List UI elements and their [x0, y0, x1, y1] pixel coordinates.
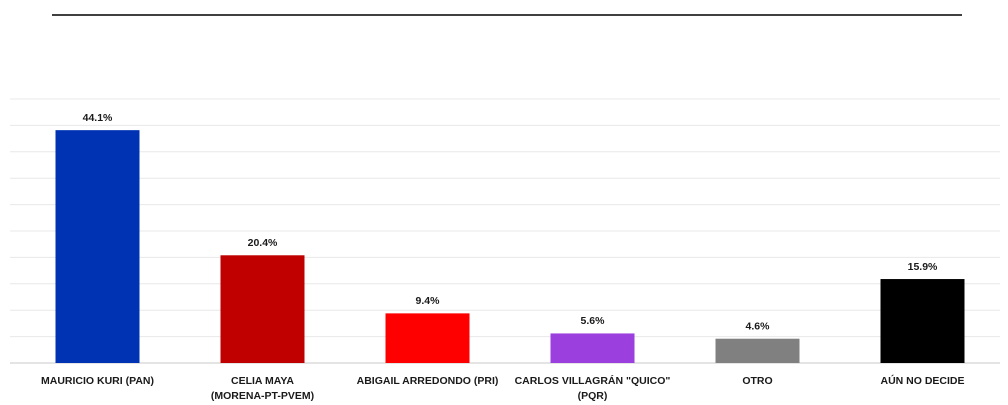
data-label: 9.4% — [416, 295, 441, 307]
bar — [715, 338, 800, 363]
data-label: 44.1% — [83, 112, 113, 124]
x-tick-label: ABIGAIL ARREDONDO (PRI) — [357, 375, 499, 387]
bar — [880, 279, 965, 363]
x-tick-label: MAURICIO KURI (PAN) — [41, 375, 154, 387]
bar — [385, 313, 470, 363]
data-label: 15.9% — [908, 261, 938, 273]
x-tick-label: AÚN NO DECIDE — [880, 374, 964, 387]
x-tick-label: CARLOS VILLAGRÁN "QUICO" — [515, 374, 671, 387]
bar — [550, 333, 635, 363]
bar — [220, 255, 305, 363]
x-tick-label: (MORENA-PT-PVEM) — [211, 390, 314, 402]
x-tick-label: OTRO — [742, 375, 772, 387]
data-label: 20.4% — [248, 237, 278, 249]
data-label: 4.6% — [746, 320, 771, 332]
data-label: 5.6% — [581, 315, 606, 327]
x-tick-label: CELIA MAYA — [231, 375, 294, 387]
x-tick-label: (PQR) — [578, 390, 608, 402]
bar — [55, 130, 140, 363]
